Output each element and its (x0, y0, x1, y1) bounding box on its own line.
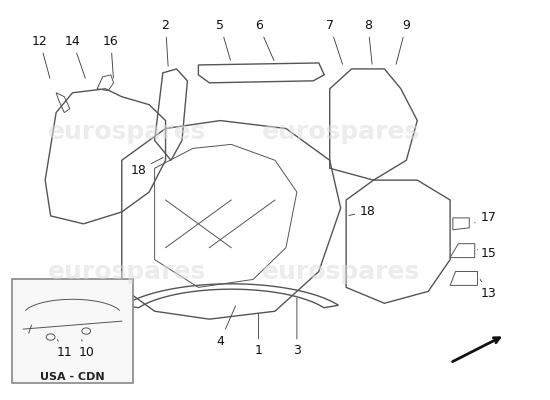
Text: 7: 7 (326, 19, 343, 64)
Text: 11: 11 (57, 340, 72, 360)
Text: 13: 13 (480, 280, 496, 300)
Text: 9: 9 (396, 19, 410, 64)
Text: 12: 12 (32, 35, 50, 78)
Text: 15: 15 (477, 247, 496, 260)
Text: 1: 1 (255, 314, 262, 358)
Text: 18: 18 (130, 158, 163, 177)
Text: eurospares: eurospares (262, 260, 420, 284)
Text: USA - CDN: USA - CDN (40, 372, 105, 382)
FancyBboxPatch shape (12, 280, 133, 383)
Text: 6: 6 (255, 19, 274, 60)
Text: 10: 10 (78, 340, 94, 360)
Text: 2: 2 (162, 19, 169, 66)
Text: 16: 16 (103, 35, 119, 78)
Text: eurospares: eurospares (48, 120, 206, 144)
Text: 8: 8 (364, 19, 372, 64)
Text: 4: 4 (216, 306, 235, 348)
Text: 14: 14 (65, 35, 85, 78)
Text: 3: 3 (293, 298, 301, 358)
Text: eurospares: eurospares (48, 260, 206, 284)
Text: 5: 5 (216, 19, 230, 60)
Text: eurospares: eurospares (262, 120, 420, 144)
Text: 17: 17 (475, 211, 496, 224)
Text: 18: 18 (349, 206, 376, 218)
